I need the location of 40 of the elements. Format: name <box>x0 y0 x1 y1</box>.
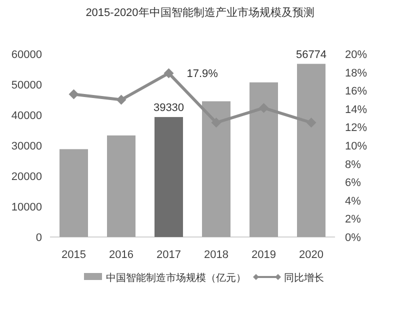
point <box>116 94 126 105</box>
y2-tick-label: 12% <box>345 122 368 134</box>
y2-tick-label: 2% <box>345 214 362 226</box>
point <box>68 89 79 100</box>
legend-label: 同比增长 <box>284 272 324 284</box>
y2-tick-label: 8% <box>345 158 362 171</box>
legend-label: 中国智能制造市场规模（亿元） <box>106 272 246 284</box>
bar <box>202 101 230 237</box>
y2-tick-label: 10% <box>345 140 368 152</box>
x-tick-label: 2019 <box>252 249 276 261</box>
y2-tick-label: 20% <box>345 49 368 61</box>
y2-tick-label: 16% <box>345 86 368 98</box>
bar <box>107 135 136 237</box>
data-label: 39330 <box>153 102 184 114</box>
x-tick-label: 2020 <box>299 249 324 261</box>
y-tick-label: 40000 <box>11 110 42 122</box>
y2-tick-label: 18% <box>345 67 368 80</box>
y2-tick-label: 6% <box>345 177 362 190</box>
y-tick-label: 50000 <box>11 80 42 92</box>
x-tick-label: 2017 <box>156 249 181 261</box>
x-tick-label: 2016 <box>109 249 134 261</box>
x-tick-label: 2015 <box>62 249 86 261</box>
y2-tick-label: 4% <box>345 195 362 208</box>
y-tick-label: 0 <box>36 232 42 244</box>
y2-tick-label: 14% <box>345 104 368 116</box>
bar <box>60 149 88 237</box>
bar <box>154 117 183 237</box>
title: 2015-2020年中国智能制造产业市场规模及预测 <box>86 7 314 19</box>
x-tick-label: 2018 <box>204 249 228 261</box>
point <box>164 68 174 78</box>
y-tick-label: 30000 <box>11 140 42 152</box>
y-tick-label: 20000 <box>11 171 42 183</box>
y-tick-label: 10000 <box>11 202 42 214</box>
point <box>211 118 222 128</box>
y2-tick-label: 0% <box>345 232 362 244</box>
data-label: 56774 <box>296 48 327 61</box>
bar <box>297 64 326 237</box>
bar <box>250 82 278 237</box>
data-label: 17.9% <box>186 68 218 80</box>
y-tick-label: 60000 <box>11 49 42 61</box>
